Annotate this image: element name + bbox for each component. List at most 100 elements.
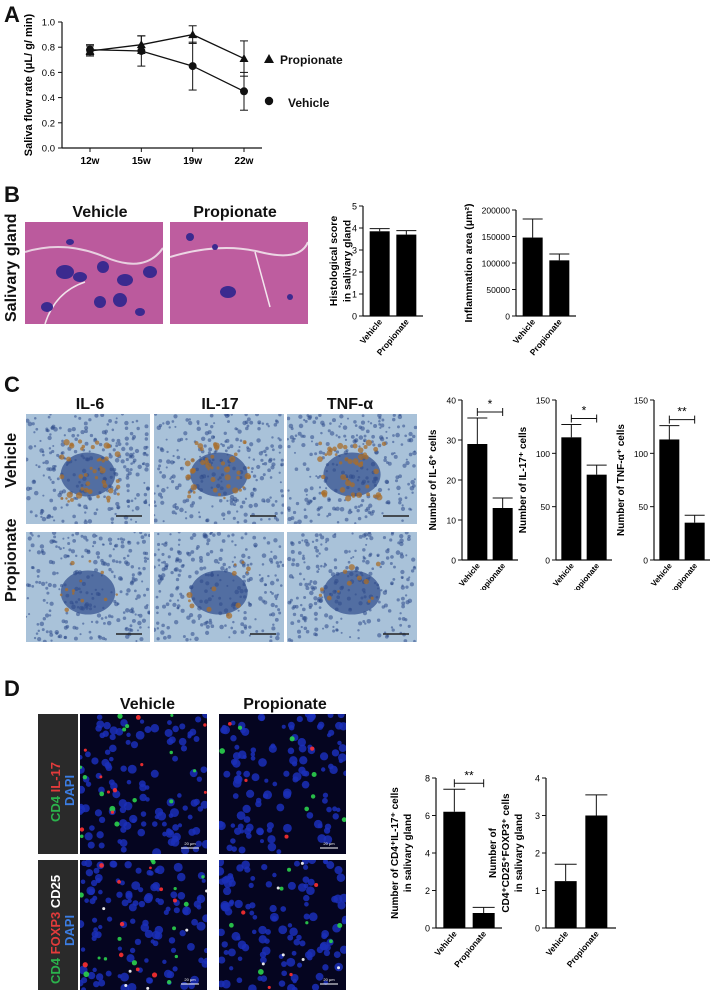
B2-y-axis-label: Inflammation area (μm²): [463, 203, 475, 322]
a-y-axis-label: Saliva flow rate (μL/ g/ min): [23, 13, 35, 156]
B1-bar-propionate: [396, 234, 417, 316]
B2-bar-propionate: [549, 260, 570, 316]
c-row-label-vehicle: Vehicle: [3, 432, 20, 488]
a-y-tick-label: 0.8: [42, 43, 55, 54]
C2-sig-marker: *: [582, 404, 587, 418]
C3-bar-propionate: [684, 522, 705, 560]
d-row2-dapi: DAPI: [62, 914, 77, 946]
D2-y-tick-label: 4: [535, 774, 540, 784]
B2-y-tick-label: 50000: [486, 285, 510, 295]
legend-propionate: Propionate: [280, 53, 343, 67]
legend-vehicle: Vehicle: [288, 96, 330, 110]
B2-y-tick-label: 0: [505, 312, 510, 322]
D1-category-label: Vehicle: [432, 929, 459, 958]
d-row1-label-box: CD4 IL-17 DAPI: [38, 714, 78, 854]
panel-letter-a: A: [4, 2, 20, 27]
B1-category-label: Vehicle: [358, 317, 385, 346]
chart-a: 0.0 0.2 0.4 0.6 0.8 1.0 12w 15w 19w 22w Saliva flo…: [23, 13, 262, 167]
D2-y-tick-label: 0: [535, 924, 540, 934]
B2-bar-vehicle: [522, 237, 543, 316]
d-row2-channels: CD4 FOXP3 CD25: [48, 874, 63, 984]
C3-y-tick-label: 0: [643, 556, 648, 566]
panel-letter-b: B: [4, 182, 20, 207]
C1-y-tick-label: 20: [447, 476, 457, 486]
he-image-vehicle: [25, 222, 163, 324]
fluor-image-r2-c1: 20 μm: [80, 860, 207, 990]
B2-y-tick-label: 150000: [482, 232, 511, 242]
a-point-propionate: [239, 54, 249, 63]
a-point-propionate: [188, 30, 198, 39]
a-x-tick-label: 15w: [132, 156, 151, 167]
C3-category-label: Vehicle: [649, 561, 674, 588]
D1-y-tick-label: 4: [425, 849, 430, 859]
ihc-image-r1-c1: [26, 414, 150, 524]
B2-y-tick-label: 100000: [482, 259, 511, 269]
C2-y-tick-label: 150: [536, 396, 550, 406]
C1-y-axis-label: Number of IL-6⁺ cells: [428, 429, 439, 530]
C3-bar-vehicle: [659, 439, 680, 560]
c-title-il17: IL-17: [201, 396, 239, 413]
ihc-image-r2-c1: [26, 532, 150, 642]
D1-y-tick-label: 6: [425, 811, 430, 821]
a-x-tick-label: 12w: [81, 156, 100, 167]
C1-y-tick-label: 40: [447, 396, 457, 406]
B2-y-tick-label: 200000: [482, 206, 511, 216]
D1-sig-marker: **: [464, 768, 474, 782]
a-y-tick-label: 1.0: [42, 18, 55, 29]
B1-y-tick-label: 0: [352, 312, 357, 322]
D1-bar-propionate: [472, 913, 495, 928]
a-y-tick-label: 0.2: [42, 118, 55, 129]
ihc-image-r1-c3: [287, 414, 417, 524]
a-series-line-propionate: [89, 33, 245, 60]
D1-y-tick-label: 2: [425, 886, 430, 896]
C1-category-label: Vehicle: [457, 561, 482, 588]
C2-bar-propionate: [586, 474, 607, 560]
chart-b2: 050000100000150000200000VehiclePropionat…: [463, 203, 576, 357]
B1-y-tick-label: 4: [352, 224, 357, 234]
D1-y-axis-label: in salivary gland: [403, 814, 414, 892]
d-title-vehicle: Vehicle: [119, 696, 176, 713]
C2-y-tick-label: 0: [545, 556, 550, 566]
C2-y-tick-label: 100: [536, 449, 550, 459]
a-point-vehicle: [86, 45, 94, 54]
d-row1-dapi: DAPI: [62, 774, 77, 806]
C1-y-tick-label: 10: [447, 516, 457, 526]
panel-letter-c: C: [4, 372, 20, 397]
D2-y-axis-label: CD4⁺CD25⁺FOXP3⁺ cells: [501, 793, 512, 913]
C2-y-axis-label: Number of IL-17⁺ cells: [518, 426, 529, 533]
D2-category-label: Propionate: [565, 929, 601, 968]
D2-y-tick-label: 3: [535, 811, 540, 821]
b-title-vehicle: Vehicle: [72, 204, 128, 221]
b-row-label: Salivary gland: [3, 213, 20, 323]
c-title-tnfa: TNF-α: [326, 396, 374, 413]
B1-y-axis-label: Histological score: [328, 216, 340, 307]
scale-bar-label: 20 μm: [323, 841, 335, 846]
ihc-image-r2-c3: [287, 532, 417, 642]
D1-y-tick-label: 0: [425, 924, 430, 934]
fluor-image-r1-c1: 20 μm: [80, 714, 207, 854]
scale-bar-label: 20 μm: [184, 841, 196, 846]
a-y-tick-label: 0.0: [42, 144, 55, 155]
D2-bar-vehicle: [554, 881, 577, 928]
a-point-vehicle: [188, 62, 197, 71]
d-title-propionate: Propionate: [243, 696, 327, 713]
C2-y-tick-label: 50: [541, 502, 551, 512]
C2-bar-vehicle: [561, 437, 582, 560]
a-y-tick-label: 0.6: [42, 68, 55, 79]
B1-y-tick-label: 5: [352, 202, 357, 212]
D2-y-tick-label: 2: [535, 849, 540, 859]
D2-y-axis-label: Number of: [488, 827, 499, 878]
c-title-il6: IL-6: [75, 396, 105, 413]
ihc-image-r1-c2: [154, 414, 284, 524]
C1-bar-vehicle: [467, 444, 488, 560]
a-point-vehicle: [137, 46, 146, 55]
scale-bar-label: 20 μm: [184, 977, 196, 982]
b-title-propionate: Propionate: [193, 204, 277, 221]
a-y-tick-label: 0.4: [42, 93, 55, 104]
B1-y-tick-label: 2: [352, 268, 357, 278]
D1-y-axis-label: Number of CD4⁺IL-17⁺ cells: [390, 787, 401, 919]
